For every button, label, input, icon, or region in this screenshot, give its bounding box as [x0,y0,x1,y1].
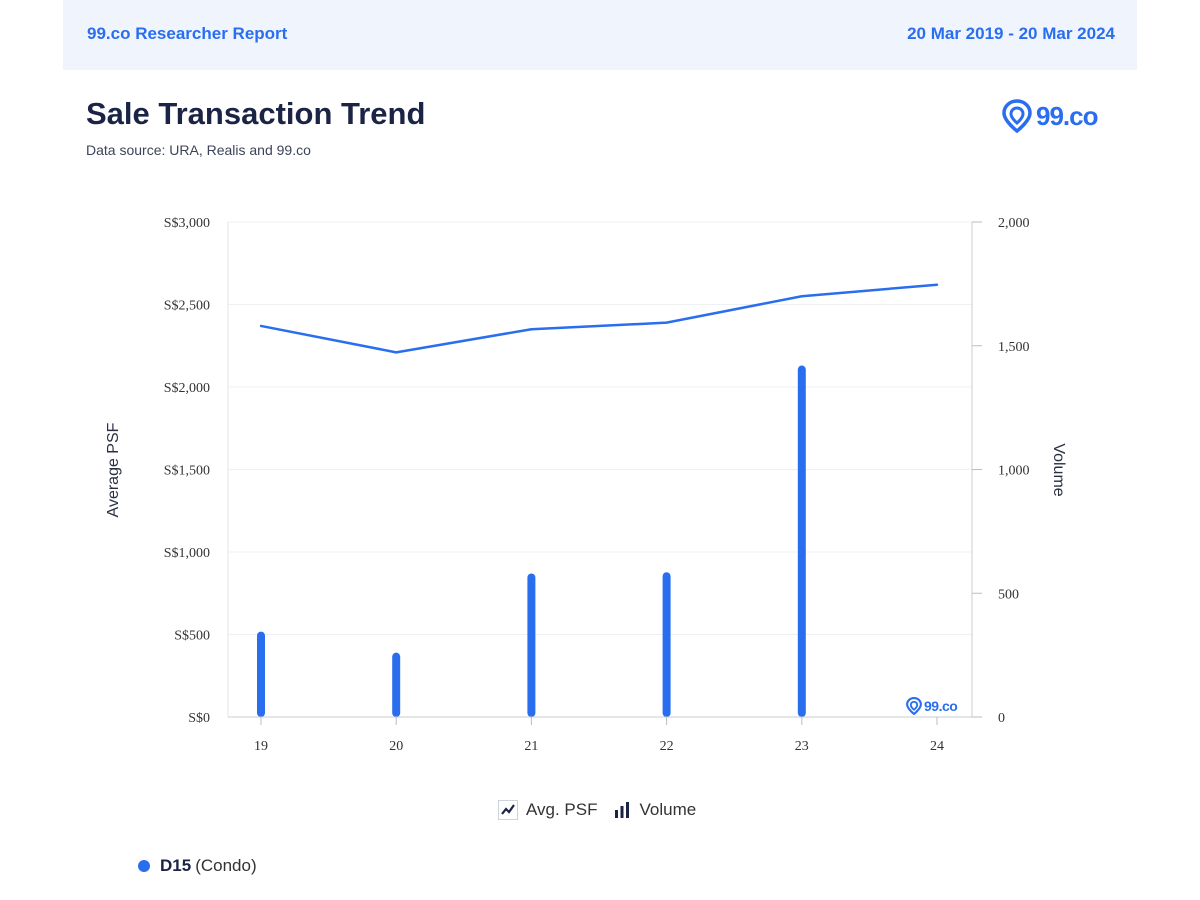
x-tick-label: 19 [254,739,268,754]
brand-name: 99.co [1036,100,1098,131]
district-name: D15 [160,856,192,875]
district-dot [138,860,150,872]
y2-tick-label: 1,500 [998,340,1030,355]
chart-grid [228,221,972,635]
volume-bar [797,365,806,717]
y2-tick-label: 2,000 [998,216,1030,231]
y2-tick-label: 1,000 [998,464,1030,479]
chart-axes: S$0 S$500 S$1,000 S$1,500 S$2,000 S$2,500 S$3,… [164,216,1030,754]
y-tick-label: S$2,500 [164,299,210,314]
location-pin-icon [906,697,922,715]
avg-psf-point [665,321,668,324]
y-tick-label: S$3,000 [164,216,210,231]
district-type: (Condo) [195,856,257,875]
bar-chart-icon [614,802,629,818]
avg-psf-point [259,324,263,328]
line-chart-icon [498,800,518,820]
watermark-text: 99.co [924,698,958,714]
volume-bars [257,365,806,717]
avg-psf-series-line [260,283,938,354]
y2-tick-label: 0 [998,711,1005,726]
x-tick-label: 23 [795,739,809,754]
x-tick-label: 21 [524,739,538,754]
district-legend: D15 (Condo) [138,856,257,876]
y-tick-label: S$1,000 [164,546,210,561]
data-source-note: Data source: URA, Realis and 99.co [86,142,311,158]
volume-bar [392,652,401,717]
location-pin-icon [1002,99,1032,133]
page-title: Sale Transaction Trend [86,96,426,131]
chart-watermark: 99.co [906,697,958,715]
volume-bar [662,572,671,717]
y-tick-label: S$2,000 [164,381,210,396]
date-range: 20 Mar 2019 - 20 Mar 2024 [907,24,1115,43]
avg-psf-point [800,295,803,298]
legend-label-volume: Volume [639,800,697,819]
y-tick-label: S$0 [188,711,210,726]
avg-psf-line [259,283,939,354]
y-axis-title: Average PSF [105,422,122,517]
x-tick-label: 20 [389,739,403,754]
volume-bar [527,573,536,717]
legend-label-avg-psf: Avg. PSF [526,800,598,819]
y2-axis-title: Volume [1050,443,1067,496]
report-header: 99.co Researcher Report 20 Mar 2019 - 20… [63,0,1137,70]
chart-legend: Avg. PSF Volume [498,800,696,820]
brand-logo[interactable]: 99.co [1002,96,1098,136]
y2-tick-label: 500 [998,587,1019,602]
y-tick-label: S$500 [174,629,210,644]
volume-bar [257,631,265,717]
x-tick-label: 22 [660,739,674,754]
y-tick-label: S$1,500 [164,464,210,479]
report-title: 99.co Researcher Report [87,24,288,43]
avg-psf-point [935,283,939,286]
x-tick-label: 24 [930,739,944,754]
avg-psf-point [530,328,533,331]
avg-psf-point [395,351,398,354]
legend-item-avg-psf[interactable]: Avg. PSF [498,800,598,820]
legend-item-volume[interactable]: Volume [612,800,697,820]
